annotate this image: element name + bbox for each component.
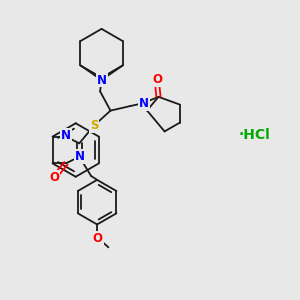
Text: S: S	[90, 119, 98, 132]
Text: N: N	[75, 150, 85, 163]
Text: N: N	[61, 129, 71, 142]
Text: O: O	[152, 73, 162, 86]
Text: N: N	[139, 97, 149, 110]
Text: O: O	[93, 232, 103, 245]
Text: O: O	[49, 171, 59, 184]
Text: ·HCl: ·HCl	[238, 128, 270, 142]
Text: N: N	[97, 74, 106, 86]
